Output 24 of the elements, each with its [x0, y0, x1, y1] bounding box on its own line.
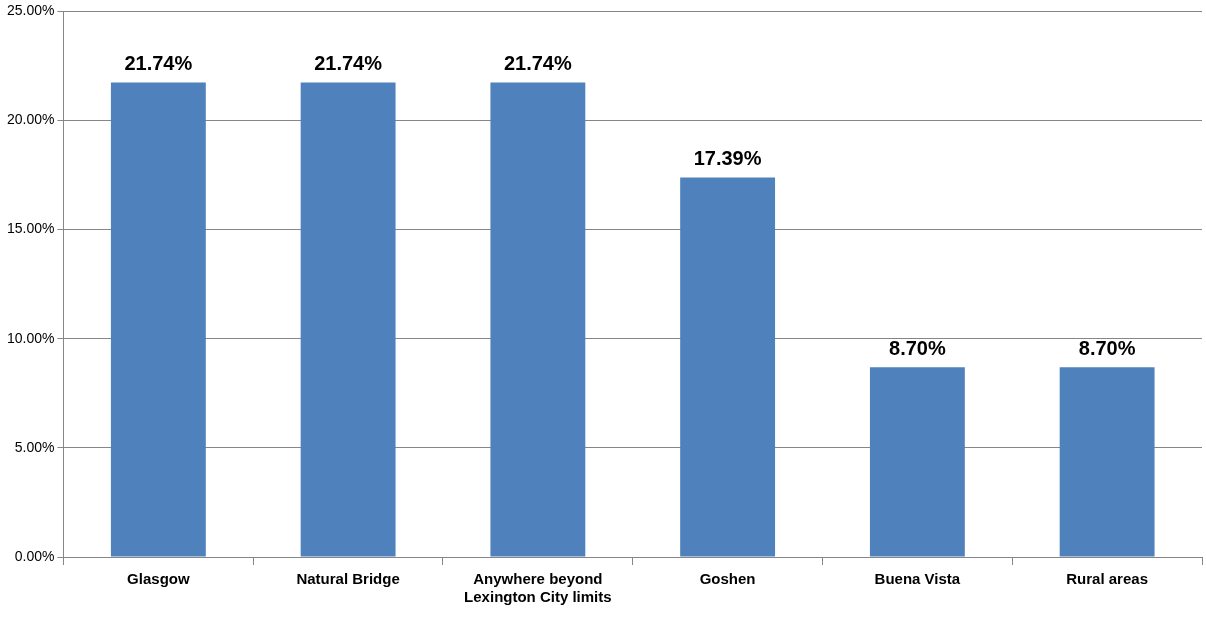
x-tick-label: Rural areas: [1066, 570, 1148, 588]
data-label: 8.70%: [889, 336, 946, 359]
data-label: 21.74%: [124, 52, 193, 75]
x-tick-label: Glasgow: [127, 570, 190, 588]
bar: [869, 367, 965, 557]
y-tick-label: 0.00%: [14, 547, 55, 564]
bar: [110, 82, 206, 557]
x-tick-label: Goshen: [699, 570, 756, 588]
data-label: 8.70%: [1078, 336, 1136, 359]
x-tick-label: Anywhere beyond Lexington City limits: [464, 570, 612, 606]
bar: [680, 177, 776, 557]
y-tick-label: 5.00%: [14, 438, 55, 455]
data-label: 17.39%: [693, 147, 762, 169]
x-tick-label: Buena Vista: [874, 570, 961, 588]
y-tick-label: 15.00%: [7, 220, 55, 237]
bar: [1059, 367, 1155, 557]
x-tick-label: Natural Bridge: [296, 570, 400, 588]
data-label: 21.74%: [314, 52, 383, 75]
y-tick-label: 20.00%: [7, 111, 55, 128]
y-tick-label: 25.00%: [7, 2, 55, 19]
data-label: 21.74%: [503, 52, 572, 75]
y-tick-label: 10.00%: [7, 329, 55, 346]
bar: [490, 82, 586, 557]
bar: [300, 82, 396, 557]
